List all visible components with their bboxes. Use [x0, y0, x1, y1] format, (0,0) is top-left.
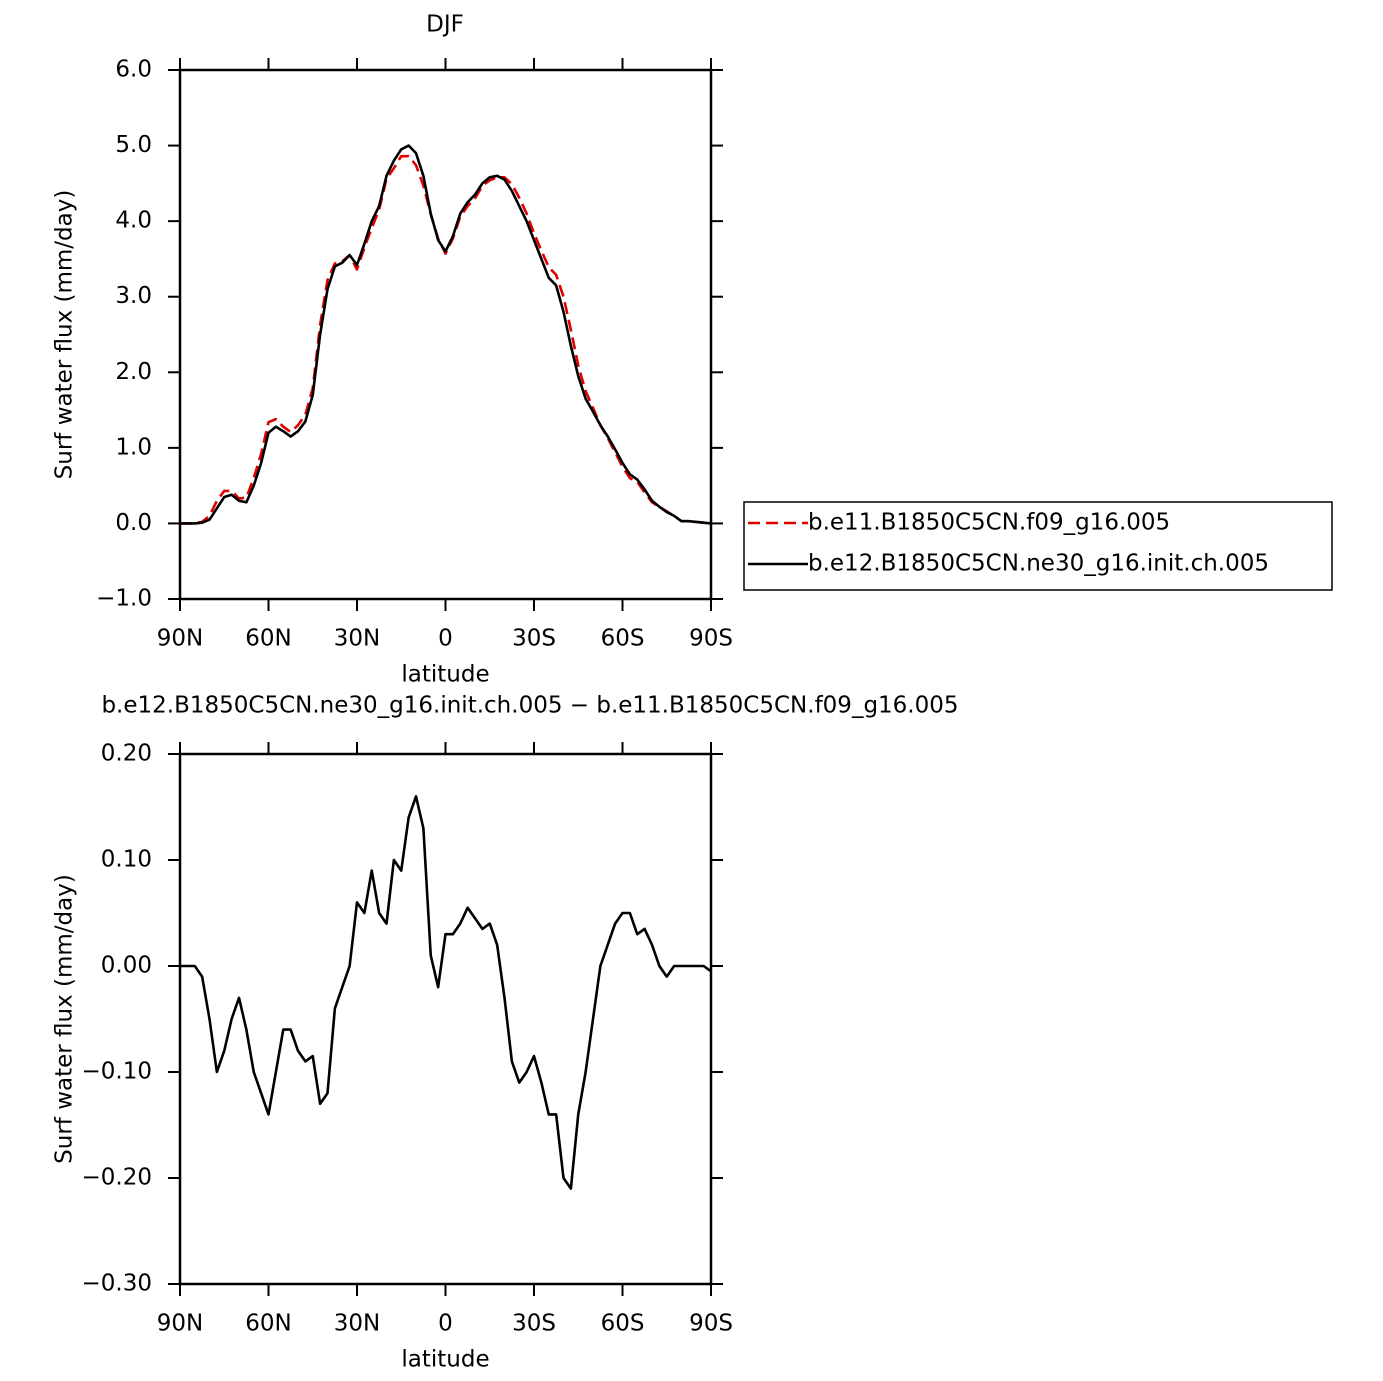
y-tick-label: 3.0: [115, 283, 152, 309]
chart-title: b.e12.B1850C5CN.ne30_g16.init.ch.005 − b…: [101, 693, 958, 719]
y-tick-label: −0.10: [82, 1059, 152, 1085]
legend-label: b.e12.B1850C5CN.ne30_g16.init.ch.005: [808, 551, 1269, 577]
y-axis-label: Surf water flux (mm/day): [52, 190, 78, 480]
x-tick-label: 30N: [334, 1311, 380, 1337]
x-tick-label: 30S: [512, 626, 556, 652]
x-tick-label: 90N: [157, 626, 203, 652]
x-tick-label: 60S: [601, 1311, 645, 1337]
plot-frame: [178, 68, 713, 601]
x-tick-label: 30S: [512, 1311, 556, 1337]
x-tick-label: 0: [438, 626, 453, 652]
x-tick-label: 90S: [689, 626, 733, 652]
y-tick-label: 0.10: [101, 847, 152, 873]
y-tick-label: 6.0: [115, 57, 152, 83]
y-tick-label: 0.20: [101, 741, 152, 767]
plot-frame: [178, 752, 713, 1286]
x-axis-label: latitude: [401, 662, 489, 688]
chart-title: DJF: [426, 12, 464, 38]
x-tick-label: 30N: [334, 626, 380, 652]
y-axis-label: Surf water flux (mm/day): [52, 874, 78, 1164]
x-tick-label: 60N: [245, 626, 291, 652]
legend-box: [743, 501, 1333, 591]
y-tick-label: −1.0: [96, 586, 152, 612]
x-tick-label: 0: [438, 1311, 453, 1337]
y-tick-label: 5.0: [115, 132, 152, 158]
y-tick-label: 0.0: [115, 510, 152, 536]
x-axis-label: latitude: [401, 1347, 489, 1373]
legend: b.e11.B1850C5CN.f09_g16.005 b.e12.B1850C5…: [743, 501, 1333, 591]
x-tick-label: 90N: [157, 1311, 203, 1337]
y-tick-label: 0.00: [101, 953, 152, 979]
x-tick-label: 90S: [689, 1311, 733, 1337]
y-tick-label: −0.30: [82, 1271, 152, 1297]
data-line: [180, 795, 712, 1190]
data-line: [180, 154, 712, 525]
data-line: [180, 144, 712, 525]
x-tick-label: 60S: [601, 626, 645, 652]
x-tick-label: 60N: [245, 1311, 291, 1337]
y-tick-label: 1.0: [115, 434, 152, 460]
legend-label: b.e11.B1850C5CN.f09_g16.005: [808, 510, 1170, 536]
y-tick-label: 2.0: [115, 359, 152, 385]
y-tick-label: 4.0: [115, 208, 152, 234]
y-tick-label: −0.20: [82, 1165, 152, 1191]
